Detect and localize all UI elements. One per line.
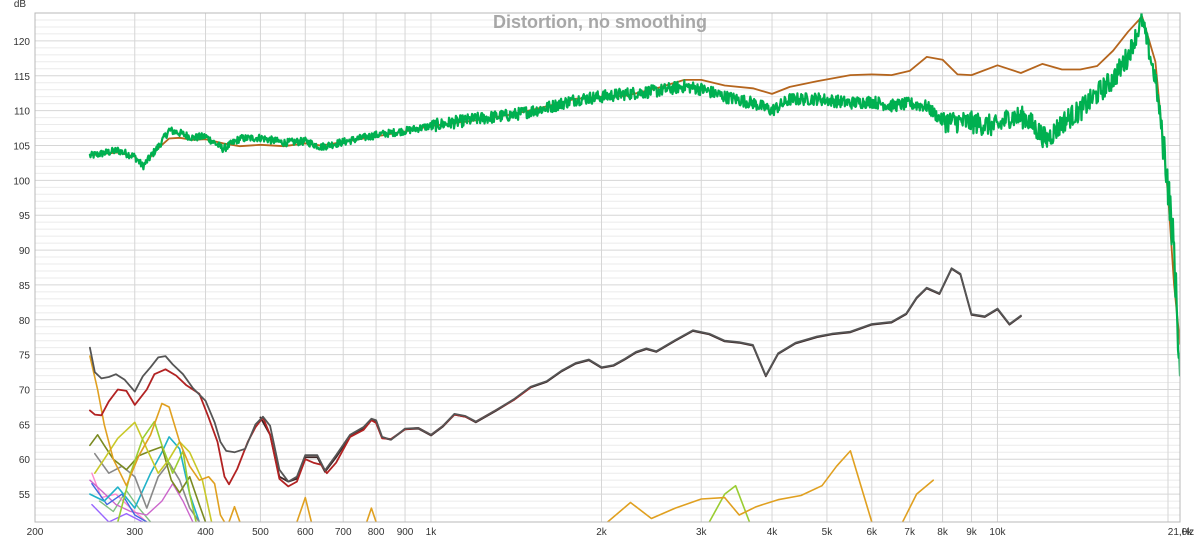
x-tick-label: 900 — [397, 527, 414, 538]
series-line — [89, 436, 201, 522]
series-line — [708, 484, 751, 522]
y-tick-label: 110 — [14, 107, 30, 118]
series-line — [89, 267, 1022, 483]
x-tick-label: 21,0k — [1168, 527, 1193, 538]
series-line — [89, 479, 194, 522]
y-tick-label: 120 — [13, 37, 30, 48]
x-tick-label: 8k — [937, 527, 949, 538]
x-tick-label: 7k — [904, 527, 916, 538]
series-line — [91, 503, 144, 522]
x-tick-label: 500 — [252, 527, 269, 538]
x-tick-label: 700 — [335, 527, 352, 538]
x-tick-label: 10k — [989, 527, 1006, 538]
x-tick-label: 1k — [426, 527, 438, 538]
x-tick-label: 800 — [368, 527, 385, 538]
chart-title: Distortion, no smoothing — [493, 12, 707, 32]
series-line — [606, 450, 873, 522]
y-tick-label: 55 — [19, 490, 31, 501]
y-unit-label: dB — [14, 0, 27, 10]
x-tick-label: 200 — [27, 527, 44, 538]
y-tick-label: 75 — [19, 351, 31, 362]
series-line — [228, 505, 241, 522]
x-tick-label: 400 — [197, 527, 214, 538]
series-line — [88, 13, 1180, 377]
x-tick-label: 4k — [767, 527, 779, 538]
x-tick-label: 3k — [696, 527, 708, 538]
major-grid-layer — [34, 13, 1181, 522]
y-tick-label: 85 — [19, 281, 31, 292]
series-line — [91, 483, 148, 522]
series-line — [94, 421, 213, 522]
y-tick-label: 80 — [19, 316, 31, 327]
series-line — [901, 479, 934, 522]
series-line — [94, 452, 201, 522]
y-tick-labels: 55 60 65 70 75 80 85 90 95 100 105 110 115 120 — [13, 37, 30, 501]
plot-frame — [34, 12, 1181, 523]
y-tick-label: 115 — [14, 72, 30, 83]
x-tick-label: 2k — [596, 527, 608, 538]
minor-grid-layer — [35, 12, 1180, 523]
series-layer — [88, 13, 1180, 522]
x-tick-label: 600 — [297, 527, 314, 538]
x-tick-label: 9k — [966, 527, 978, 538]
series-line — [296, 496, 313, 522]
y-tick-label: 70 — [19, 386, 31, 397]
y-tick-label: 60 — [19, 455, 31, 466]
y-tick-label: 105 — [13, 141, 30, 152]
x-tick-labels: 200 300 400 500 600 700 800 900 1k 2k 3k 4k 5k 6k 7k 8k… — [27, 527, 1194, 538]
series-line — [89, 434, 207, 522]
x-unit-label: Hz — [1182, 527, 1194, 538]
series-line — [89, 355, 226, 522]
series-line — [365, 507, 377, 522]
x-tick-label: 6k — [867, 527, 879, 538]
y-tick-label: 100 — [13, 176, 30, 187]
x-tick-label: 300 — [126, 527, 143, 538]
x-tick-label: 5k — [822, 527, 834, 538]
y-tick-label: 90 — [19, 246, 31, 257]
series-line — [117, 420, 197, 522]
y-tick-label: 65 — [19, 420, 31, 431]
y-tick-label: 95 — [19, 211, 31, 222]
